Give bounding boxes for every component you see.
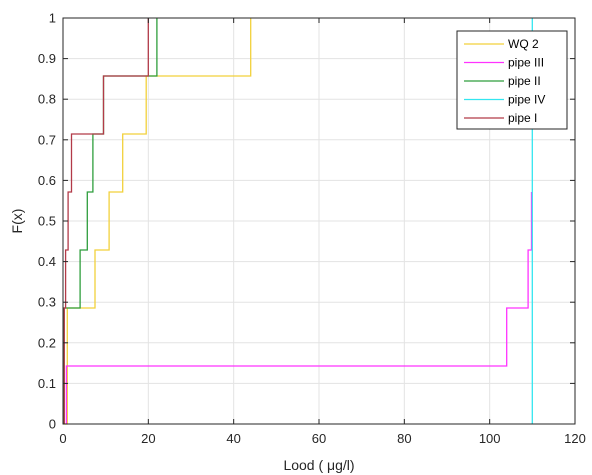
legend-label-pipe-iii: pipe III xyxy=(508,56,544,70)
y-tick-label: 0.6 xyxy=(38,173,56,188)
x-tick-label: 100 xyxy=(479,431,501,446)
y-tick-label: 0.8 xyxy=(38,92,56,107)
y-tick-label: 0.9 xyxy=(38,51,56,66)
legend: WQ 2 pipe III pipe II pipe IV pipe I xyxy=(456,30,568,130)
x-tick-label: 0 xyxy=(59,431,66,446)
y-tick-label: 0.2 xyxy=(38,335,56,350)
x-tick-label: 120 xyxy=(564,431,586,446)
legend-label-pipe-ii: pipe II xyxy=(508,74,541,88)
y-tick-label: 0.7 xyxy=(38,132,56,147)
y-tick-label: 0 xyxy=(49,417,56,432)
y-tick-label: 0.3 xyxy=(38,295,56,310)
y-tick-labels: 0 0.1 0.2 0.3 0.4 0.5 0.6 0.7 0.8 0.9 1 xyxy=(38,11,575,432)
x-axis-label: Lood ( μg/l) xyxy=(283,457,354,473)
y-tick-label: 0.5 xyxy=(38,214,56,229)
series-line-pipe-i xyxy=(63,18,149,424)
x-tick-labels: 0 20 40 60 80 100 120 xyxy=(59,18,586,446)
series-line-pipe-iii xyxy=(65,192,533,424)
x-tick-label: 80 xyxy=(397,431,411,446)
legend-box xyxy=(456,30,568,130)
y-tick-label: 0.4 xyxy=(38,254,56,269)
legend-label-wq-2: WQ 2 xyxy=(508,37,539,51)
x-tick-label: 60 xyxy=(312,431,326,446)
y-axis-label: F(x) xyxy=(9,209,25,234)
x-tick-label: 40 xyxy=(226,431,240,446)
legend-label-pipe-iv: pipe IV xyxy=(508,93,545,107)
legend-label-pipe-i: pipe I xyxy=(508,111,537,125)
x-tick-label: 20 xyxy=(141,431,155,446)
y-tick-label: 0.1 xyxy=(38,376,56,391)
y-tick-label: 1 xyxy=(49,11,56,26)
